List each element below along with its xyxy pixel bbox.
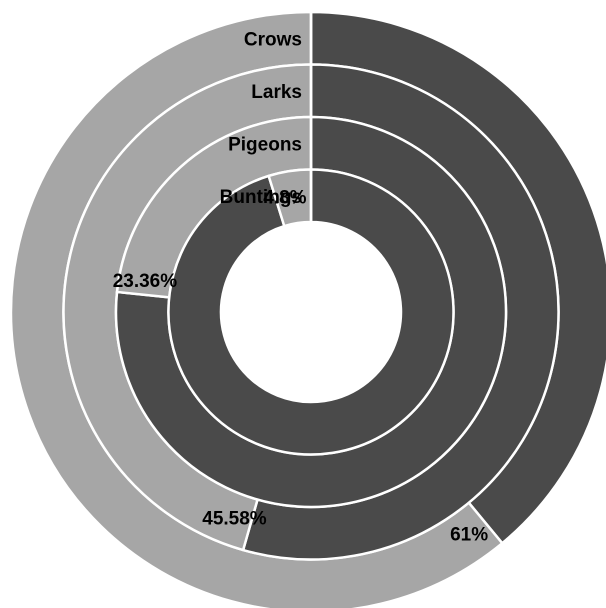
category-label-larks: Larks [251,82,302,103]
chart-rings [9,10,606,608]
chart-labels: Crows 61% Larks 45.58% Pigeons 23.36% Buntings… [113,29,489,545]
ring-remainder-buntings [167,168,455,456]
value-label-pigeons: 23.36% [113,271,178,292]
value-label-crows: 61% [450,524,488,545]
value-label-larks: 45.58% [202,509,267,530]
value-label-buntings: 4.8% [263,188,306,209]
category-label-buntings: Buntings [220,187,302,208]
category-label-crows: Crows [244,29,302,50]
category-label-pigeons: Pigeons [228,134,302,155]
center-hole [222,223,400,401]
